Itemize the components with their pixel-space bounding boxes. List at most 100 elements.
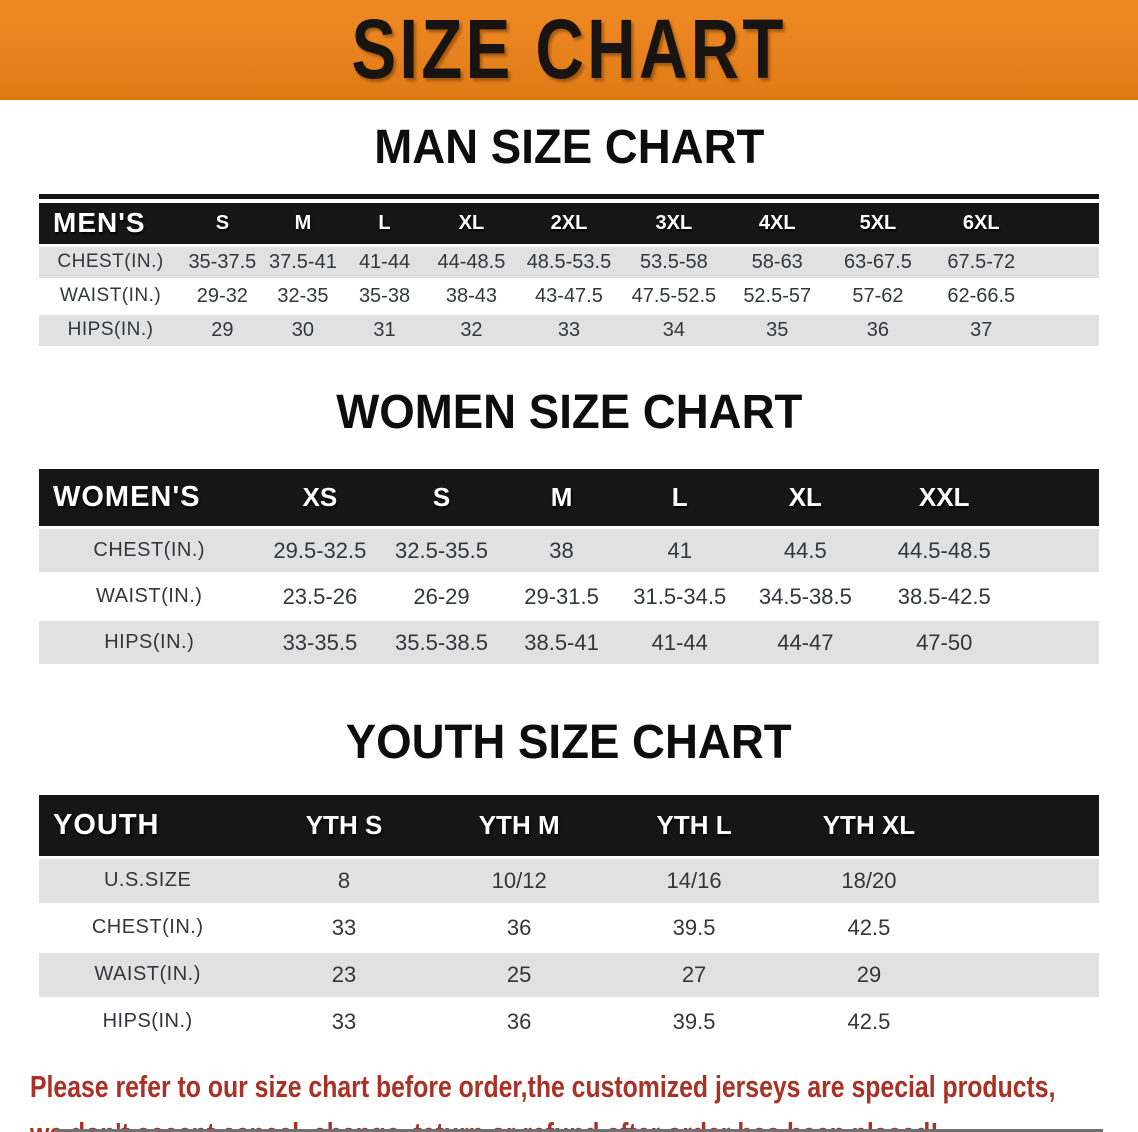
men-measurement-row: WAIST(IN.) 29-32 32-35 35-38 38-43 43-47.5 47.… (39, 279, 1099, 315)
youth-measurement-value: 39.5 (606, 998, 782, 1047)
women-row-spacer (1016, 573, 1099, 621)
men-measurement-row: CHEST(IN.) 35-37.5 37.5-41 41-44 44-48.5 48.5… (39, 243, 1099, 281)
disclaimer: Please refer to our size chart before or… (30, 1063, 1138, 1132)
youth-measurement-value: 10/12 (431, 855, 607, 906)
women-measurement-value: 29-31.5 (502, 573, 621, 621)
youth-measurement-row: U.S.SIZE 8 10/12 14/16 18/20 (39, 855, 1099, 906)
men-row-label: WAIST(IN.) (39, 279, 183, 315)
men-row-spacer (1034, 279, 1099, 315)
youth-measurement-value: 39.5 (606, 904, 782, 953)
youth-size-col-header: YTH S (256, 795, 432, 857)
youth-measurement-row: HIPS(IN.) 33 36 39.5 42.5 (39, 998, 1099, 1047)
youth-measurement-value: 33 (256, 904, 432, 953)
men-measurement-value: 34 (620, 313, 727, 349)
women-group-label: WOMEN'S (39, 468, 260, 528)
youth-size-col-header: YTH L (606, 795, 782, 857)
men-measurement-value: 52.5-57 (726, 279, 828, 315)
youth-row-spacer (956, 855, 1099, 906)
men-measurement-value: 58-63 (726, 243, 828, 281)
women-measurement-row: WAIST(IN.) 23.5-26 26-29 29-31.5 31.5-34.5 34… (39, 573, 1099, 621)
women-row-label: WAIST(IN.) (39, 573, 260, 621)
women-heading: WOMEN SIZE CHART (0, 388, 1138, 445)
disclaimer-line-1: Please refer to our size chart before or… (30, 1068, 1056, 1104)
youth-measurement-value: 18/20 (781, 855, 957, 906)
men-table-top-rule (39, 194, 1099, 199)
youth-measurement-value: 33 (256, 998, 432, 1047)
men-size-col-header: 2XL (517, 203, 621, 245)
women-size-col-header: XXL (871, 468, 1017, 528)
men-measurement-value: 44-48.5 (425, 243, 518, 281)
men-size-col-header: 6XL (928, 203, 1035, 245)
men-measurement-row: HIPS(IN.) 29 30 31 32 33 34 35 36 37 (39, 313, 1099, 349)
men-measurement-value: 67.5-72 (928, 243, 1035, 281)
men-measurement-value: 30 (262, 313, 344, 349)
youth-measurement-value: 8 (256, 855, 432, 906)
women-measurement-value: 23.5-26 (259, 573, 381, 621)
men-size-col-header: L (343, 203, 426, 245)
youth-heading: YOUTH SIZE CHART (0, 719, 1138, 775)
men-size-table: MEN'S S M L XL 2XL 3XL 4XL 5XL 6XL CHEST(IN.) 35-37… (39, 203, 1099, 349)
youth-size-col-header: YTH M (431, 795, 607, 857)
women-header-spacer (1016, 468, 1099, 528)
youth-measurement-value: 42.5 (781, 998, 957, 1047)
women-row-spacer (1016, 619, 1099, 667)
women-measurement-value: 38.5-41 (502, 619, 621, 667)
youth-row-label: U.S.SIZE (39, 855, 257, 906)
women-measurement-value: 26-29 (380, 573, 503, 621)
men-measurement-value: 36 (827, 313, 929, 349)
women-measurement-value: 29.5-32.5 (259, 526, 381, 575)
banner-title: SIZE CHART (351, 1, 787, 96)
youth-row-spacer (956, 904, 1099, 953)
women-size-col-header: XS (259, 468, 381, 528)
youth-measurement-value: 42.5 (781, 904, 957, 953)
men-header-row: MEN'S S M L XL 2XL 3XL 4XL 5XL 6XL (39, 203, 1099, 245)
youth-measurement-value: 36 (431, 998, 607, 1047)
youth-row-spacer (956, 998, 1099, 1047)
youth-group-label: YOUTH (39, 795, 257, 857)
women-size-col-header: M (502, 468, 621, 528)
youth-measurement-value: 25 (431, 951, 607, 1000)
women-measurement-value: 47-50 (871, 619, 1017, 667)
women-row-label: HIPS(IN.) (39, 619, 260, 667)
women-measurement-value: 33-35.5 (259, 619, 381, 667)
men-measurement-value: 35 (726, 313, 828, 349)
men-heading: MAN SIZE CHART (0, 124, 1138, 180)
men-size-col-header: M (262, 203, 344, 245)
youth-header-spacer (956, 795, 1099, 857)
men-size-col-header: 3XL (620, 203, 727, 245)
women-size-col-header: XL (739, 468, 872, 528)
men-measurement-value: 38-43 (425, 279, 518, 315)
youth-measurement-row: CHEST(IN.) 33 36 39.5 42.5 (39, 904, 1099, 953)
women-measurement-value: 32.5-35.5 (380, 526, 503, 575)
men-measurement-value: 32-35 (262, 279, 344, 315)
men-measurement-value: 57-62 (827, 279, 929, 315)
men-row-spacer (1034, 313, 1099, 349)
men-measurement-value: 37.5-41 (262, 243, 344, 281)
youth-heading-text: YOUTH SIZE CHART (346, 716, 792, 769)
women-measurement-value: 44.5-48.5 (871, 526, 1017, 575)
men-measurement-value: 47.5-52.5 (620, 279, 727, 315)
men-row-label: HIPS(IN.) (39, 313, 183, 349)
men-measurement-value: 37 (928, 313, 1035, 349)
youth-header-row: YOUTH YTH S YTH M YTH L YTH XL (39, 795, 1099, 857)
men-measurement-value: 32 (425, 313, 518, 349)
men-measurement-value: 41-44 (343, 243, 426, 281)
women-row-label: CHEST(IN.) (39, 526, 260, 575)
men-size-col-header: S (182, 203, 263, 245)
women-size-col-header: L (620, 468, 740, 528)
youth-size-col-header: YTH XL (781, 795, 957, 857)
men-measurement-value: 62-66.5 (928, 279, 1035, 315)
men-size-col-header: XL (425, 203, 518, 245)
women-measurement-value: 41-44 (620, 619, 740, 667)
youth-row-label: HIPS(IN.) (39, 998, 257, 1047)
women-measurement-value: 41 (620, 526, 740, 575)
women-measurement-value: 31.5-34.5 (620, 573, 740, 621)
banner: SIZE CHART (0, 0, 1138, 100)
youth-row-label: CHEST(IN.) (39, 904, 257, 953)
men-size-col-header: 4XL (726, 203, 828, 245)
men-row-spacer (1034, 243, 1099, 281)
women-measurement-value: 34.5-38.5 (739, 573, 872, 621)
youth-row-label: WAIST(IN.) (39, 951, 257, 1000)
youth-size-table: YOUTH YTH S YTH M YTH L YTH XL U.S.SIZE 8 10/12… (39, 795, 1099, 1047)
